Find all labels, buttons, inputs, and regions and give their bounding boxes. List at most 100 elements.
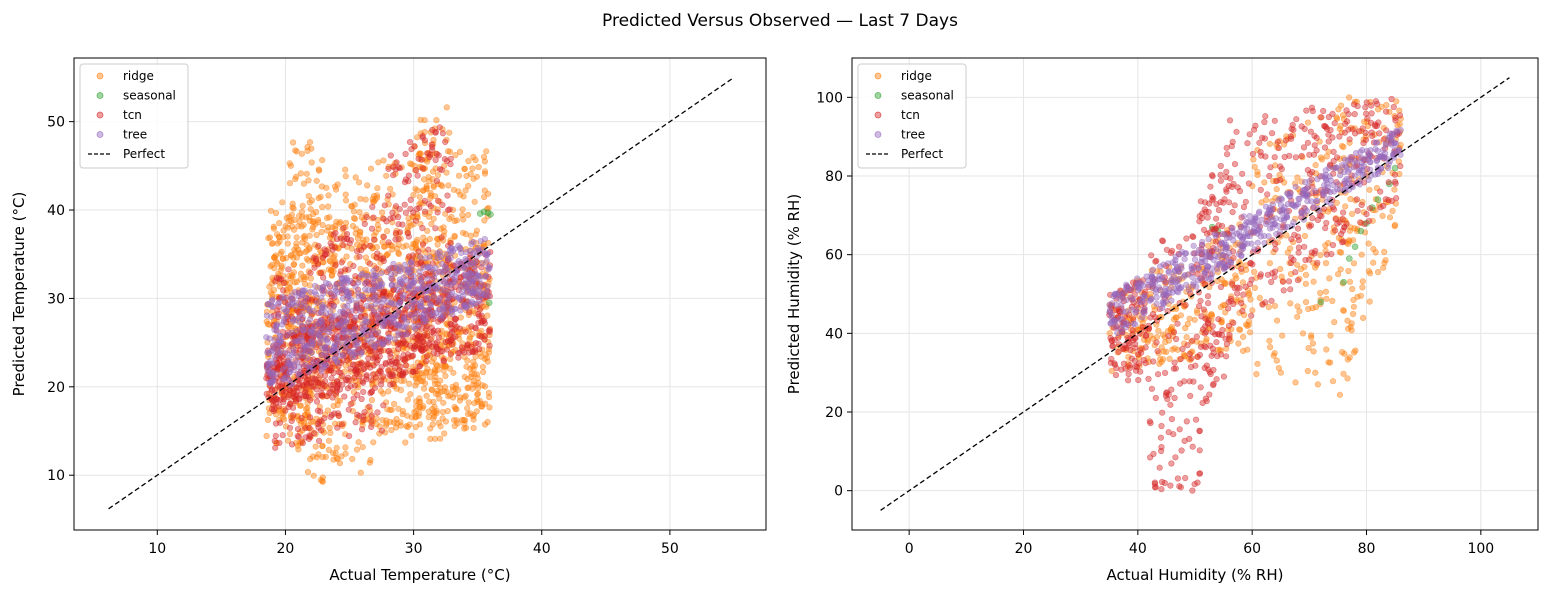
temp-tree-point	[344, 279, 351, 286]
temp-ridge-point	[303, 170, 310, 177]
temp-ridge-point	[308, 159, 315, 166]
hum-ridge-point	[1245, 292, 1252, 299]
hum-ridge-point	[1323, 346, 1330, 353]
temp-ridge-point	[348, 203, 356, 210]
temp-tcn-point	[361, 409, 368, 416]
hum-tcn-point	[1154, 371, 1162, 378]
temp-tree-point	[280, 376, 287, 383]
temp-tcn-point	[416, 204, 423, 211]
hum-tcn-point	[1252, 122, 1259, 129]
hum-tcn-point	[1242, 283, 1249, 290]
temp-ridge-point	[463, 172, 470, 179]
hum-ridge-point	[1310, 278, 1317, 285]
temp-tree-point	[268, 313, 275, 320]
temp-tcn-point	[352, 419, 359, 426]
temp-ridge-point	[485, 389, 493, 396]
temp-tcn-point	[367, 348, 374, 355]
temp-tcn-point	[280, 398, 287, 406]
temp-ridge-point	[270, 223, 277, 230]
hum-tcn-point	[1238, 265, 1245, 272]
hum-tree-point	[1281, 224, 1288, 231]
hum-ridge-point	[1312, 369, 1319, 376]
hum-tcn-point	[1300, 144, 1308, 151]
hum-tcn-point	[1190, 378, 1197, 385]
temp-ridge-point	[483, 148, 490, 155]
temp-tcn-point	[354, 248, 361, 255]
temp-tcn-point	[332, 261, 339, 269]
temp-ridge-point	[286, 160, 293, 167]
temp-ridge-point	[379, 417, 386, 424]
temp-tcn-point	[397, 371, 404, 378]
hum-tcn-point	[1213, 339, 1220, 346]
temp-ridge-point	[319, 203, 326, 211]
hum-ridge-point	[1166, 355, 1173, 363]
hum-ridge-point	[1352, 347, 1359, 354]
hum-ridge-point	[1350, 260, 1358, 267]
temp-ridge-point	[432, 368, 439, 375]
hum-tcn-point	[1153, 257, 1160, 264]
temp-tcn-point	[438, 166, 445, 173]
temp-tree-point	[425, 295, 432, 302]
temp-tcn-point	[358, 426, 366, 433]
temp-ridge-point	[395, 249, 402, 256]
hum-ridge-point	[1256, 294, 1263, 302]
hum-ridge-point	[1391, 221, 1399, 229]
hum-ridge-point	[1344, 317, 1351, 324]
temp-ridge-point	[372, 196, 379, 203]
temp-legend-tree-swatch	[96, 131, 104, 138]
hum-tcn-point	[1244, 140, 1251, 147]
hum-tcn-point	[1341, 129, 1348, 136]
temp-ridge-point	[445, 182, 452, 189]
temp-ridge-point	[298, 208, 306, 215]
temp-ridge-point	[263, 432, 270, 440]
temp-tcn-point	[466, 349, 473, 356]
temp-tcn-point	[410, 333, 417, 341]
temp-tcn-point	[294, 433, 301, 440]
temp-ridge-point	[265, 235, 272, 242]
temp-tcn-point	[435, 152, 442, 159]
temp-tcn-point	[358, 395, 365, 403]
hum-tcn-point	[1217, 177, 1224, 184]
temp-ridge-point	[472, 362, 479, 369]
hum-tcn-point	[1152, 394, 1159, 402]
hum-seasonal-point	[1374, 196, 1382, 203]
hum-tcn-point	[1189, 233, 1196, 240]
hum-tcn-point	[1217, 351, 1225, 358]
hum-ridge-point	[1336, 125, 1343, 132]
temp-tree-point	[416, 300, 423, 307]
temp-tcn-point	[323, 250, 330, 258]
temp-tree-point	[310, 327, 317, 334]
hum-tcn-point	[1350, 101, 1358, 108]
hum-ridge-point	[1271, 302, 1278, 310]
temp-ridge-point	[325, 446, 333, 454]
temp-tcn-point	[437, 348, 444, 355]
temp-ridge-point	[385, 388, 392, 395]
temp-ridge-point	[384, 228, 391, 235]
temp-ridge-point	[485, 190, 492, 197]
temp-ridge-point	[437, 377, 444, 384]
hum-tcn-point	[1233, 128, 1240, 135]
temp-tree-point	[388, 282, 395, 289]
temp-tree-point	[482, 273, 489, 280]
temp-ridge-point	[297, 402, 304, 409]
temp-ridge-point	[333, 454, 340, 462]
hum-tcn-point	[1165, 333, 1172, 340]
temp-ridge-point	[459, 206, 466, 213]
hum-ridge-point	[1348, 210, 1356, 217]
temp-ridge-point	[326, 424, 333, 432]
temp-tree-point	[426, 254, 433, 261]
temp-tree-point	[322, 344, 329, 351]
hum-tcn-point	[1372, 121, 1379, 128]
temp-tree-point	[477, 284, 484, 291]
hum-tcn-point	[1204, 293, 1212, 300]
hum-ridge-point	[1168, 323, 1176, 331]
temp-tcn-point	[274, 396, 281, 403]
temp-tcn-point	[392, 236, 399, 243]
temp-tree-point	[310, 308, 317, 315]
temp-ridge-point	[304, 468, 312, 476]
temp-ridge-point	[462, 187, 469, 194]
temp-tcn-point	[298, 414, 305, 422]
temp-ridge-point	[342, 450, 349, 457]
hum-tcn-point	[1161, 369, 1169, 377]
hum-tcn-point	[1197, 384, 1204, 391]
